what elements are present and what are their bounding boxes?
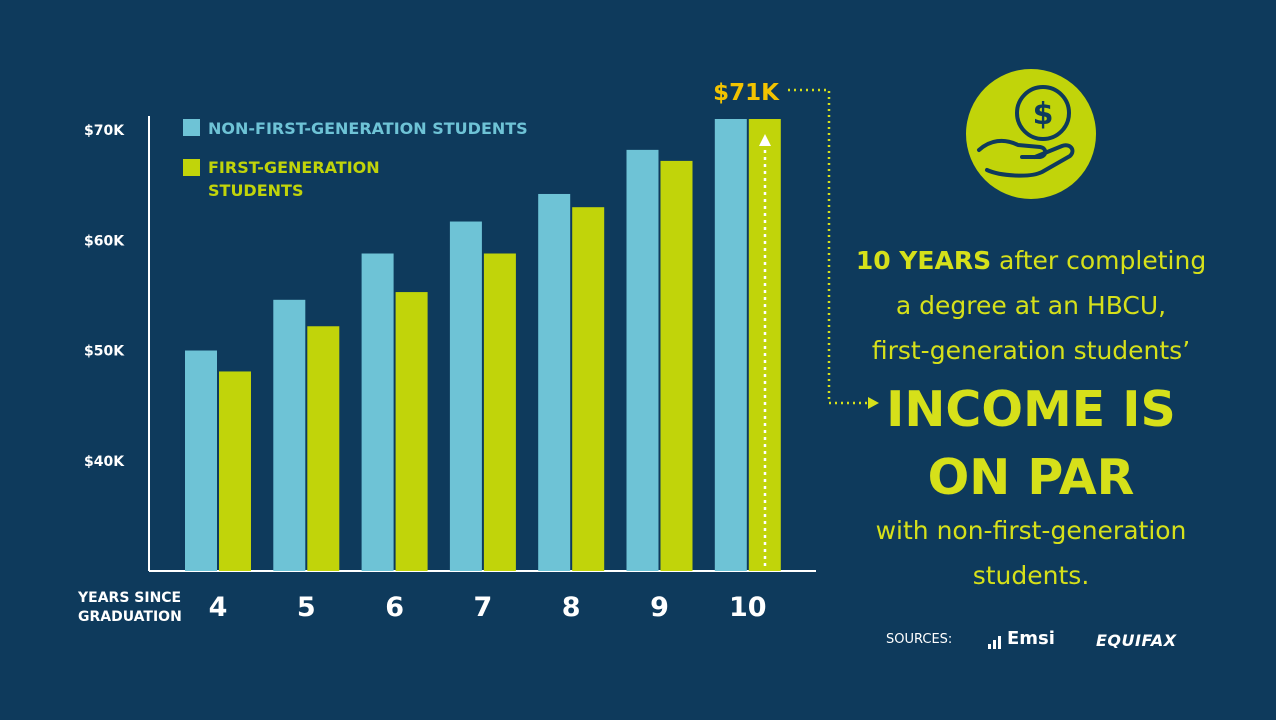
equifax-logo: EQUIFAX [1096,631,1177,650]
conclusion: with non-first-generation students. [846,508,1216,598]
x-tick-label: 6 [385,592,404,623]
description-line2: a degree at an HBCU, [895,291,1167,320]
bar-non-first-gen-year-9 [626,149,659,571]
bar-first-gen-year-4 [219,371,251,571]
annotation-value: $71K [713,80,780,106]
legend-label-non-first-gen: NON-FIRST-GENERATION STUDENTS [208,119,528,138]
bar-non-first-gen-year-7 [449,221,482,571]
y-tick-label: $70K [84,123,125,139]
emsi-bars-icon [988,628,1003,649]
y-tick-label: $40K [84,454,125,470]
y-tick-label: $50K [84,344,125,360]
x-tick-label: 7 [474,592,493,623]
legend-label-first-gen-line2: STUDENTS [208,181,303,200]
x-axis-title-line2: GRADUATION [78,609,182,625]
x-tick-label: 4 [209,592,228,623]
dollar-hand-icon: $ [966,69,1096,199]
emsi-logo: Emsi [988,628,1055,649]
conclusion-line1: with non-first-generation [875,516,1187,545]
bar-first-gen-year-7 [483,253,516,571]
legend-swatch-non-first-gen [183,119,200,136]
description-line3: first-generation students’ [871,336,1191,365]
emsi-logo-text: Emsi [1007,628,1055,649]
description-line1-rest: after completing [991,246,1207,275]
annotation-connector [788,88,868,405]
headline-line2: ON PAR [927,449,1135,506]
highlight-arrowhead [759,134,771,146]
conclusion-line2: students. [972,561,1090,590]
svg-text:$: $ [1033,97,1054,132]
headline: INCOME IS ON PAR [846,376,1216,512]
chart-axes [148,116,816,572]
years-highlight: 10 YEARS [855,246,992,275]
connector-arrowhead [868,397,879,409]
bar-non-first-gen-year-4 [185,350,217,571]
x-tick-label: 9 [650,592,669,623]
x-tick-label: 8 [562,592,581,623]
x-axis-labels: 4 5 6 7 8 9 10 [209,592,767,623]
x-axis-title-line1: YEARS SINCE [77,590,181,606]
x-tick-label: 5 [297,592,316,623]
headline-line1: INCOME IS [886,381,1176,438]
sources-label: SOURCES: [886,632,953,647]
bar-non-first-gen-year-10 [714,119,747,571]
legend-swatch-first-gen [183,159,200,176]
bar-non-first-gen-year-6 [361,253,394,571]
x-tick-label: 10 [729,592,767,623]
bar-non-first-gen-year-5 [273,299,306,571]
y-tick-label: $60K [84,233,125,249]
chart-bars [185,119,781,571]
bar-first-gen-year-6 [395,292,428,571]
bar-first-gen-year-5 [307,326,340,571]
bar-first-gen-year-8 [572,207,605,571]
bar-non-first-gen-year-8 [538,193,571,571]
bar-first-gen-year-9 [660,160,693,571]
y-axis-labels: $70K $60K $50K $40K [84,123,125,470]
description-line1: 10 YEARS after completing a degree at an… [846,238,1216,373]
legend-label-first-gen-line1: FIRST-GENERATION [208,158,380,177]
